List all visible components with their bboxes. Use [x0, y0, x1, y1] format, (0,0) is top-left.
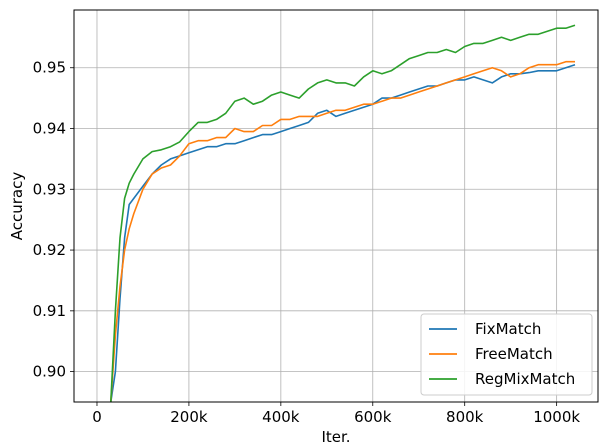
series-line-fixmatch [110, 63, 576, 402]
x-tick-label: 1000k [533, 408, 580, 426]
grid-lines [74, 10, 598, 402]
y-axis-ticks: 0.90 0.91 0.92 0.93 0.94 0.95 [33, 59, 74, 381]
y-tick-label: 0.90 [33, 363, 66, 381]
y-tick-label: 0.92 [33, 241, 66, 259]
x-axis-ticks: 0 200k 400k 600k 800k 1000k [92, 402, 580, 426]
legend-box [420, 313, 593, 396]
y-tick-label: 0.94 [33, 120, 66, 138]
x-tick-label: 0 [92, 408, 102, 426]
x-tick-label: 400k [262, 408, 300, 426]
x-tick-label: 600k [354, 408, 392, 426]
legend: FixMatch FreeMatch RegMixMatch [420, 313, 593, 396]
legend-label: FixMatch [475, 320, 541, 338]
series-line-regmixmatch [110, 24, 576, 402]
legend-label: RegMixMatch [475, 370, 575, 388]
y-tick-label: 0.91 [33, 302, 66, 320]
legend-label: FreeMatch [475, 345, 553, 363]
x-tick-label: 800k [446, 408, 484, 426]
y-tick-label: 0.93 [33, 180, 66, 198]
x-axis-label: Iter. [321, 428, 350, 445]
y-axis-label: Accuracy [8, 172, 26, 241]
y-tick-label: 0.95 [33, 59, 66, 77]
x-tick-label: 200k [170, 408, 208, 426]
series-lines [110, 24, 576, 402]
plot-frame [73, 9, 599, 403]
series-line-freematch [110, 60, 575, 402]
